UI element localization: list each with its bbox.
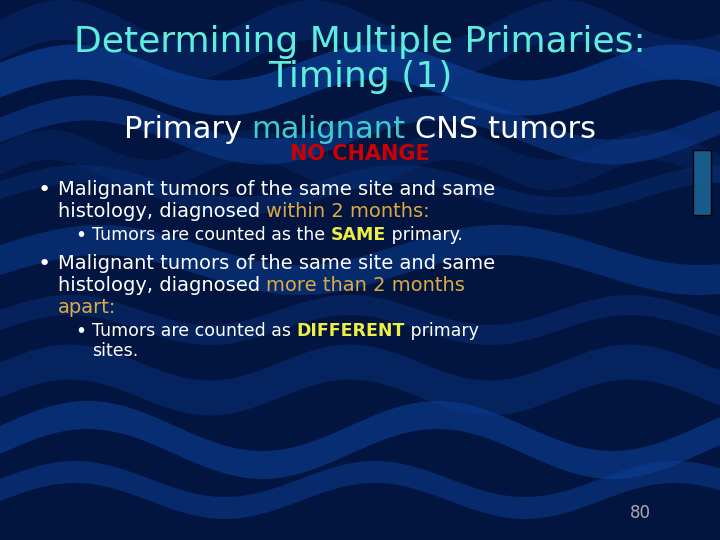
Text: within 2 months:: within 2 months: [266, 202, 430, 221]
Text: 80: 80 [629, 504, 650, 522]
Text: Malignant tumors of the same site and same: Malignant tumors of the same site and sa… [58, 180, 495, 199]
Text: malignant: malignant [251, 115, 405, 144]
Text: CNS tumors: CNS tumors [405, 115, 596, 144]
Text: Determining Multiple Primaries:: Determining Multiple Primaries: [74, 25, 646, 59]
PathPatch shape [0, 44, 720, 116]
PathPatch shape [0, 295, 720, 345]
Text: •: • [75, 226, 86, 245]
Text: SAME: SAME [330, 226, 386, 244]
Text: Malignant tumors of the same site and same: Malignant tumors of the same site and sa… [58, 254, 495, 273]
Text: Tumors are counted as: Tumors are counted as [92, 322, 297, 340]
PathPatch shape [0, 225, 720, 295]
PathPatch shape [0, 96, 720, 165]
PathPatch shape [0, 401, 720, 479]
Text: Tumors are counted as the: Tumors are counted as the [92, 226, 330, 244]
Text: sites.: sites. [92, 342, 138, 360]
Text: DIFFERENT: DIFFERENT [297, 322, 405, 340]
Text: •: • [38, 254, 51, 274]
Text: primary: primary [405, 322, 479, 340]
Text: more than 2 months: more than 2 months [266, 276, 465, 295]
Text: primary.: primary. [386, 226, 463, 244]
PathPatch shape [0, 130, 720, 190]
Text: histology, diagnosed: histology, diagnosed [58, 276, 266, 295]
Text: NO CHANGE: NO CHANGE [290, 144, 430, 164]
PathPatch shape [0, 461, 720, 519]
PathPatch shape [0, 0, 720, 80]
PathPatch shape [0, 345, 720, 415]
FancyBboxPatch shape [693, 150, 711, 215]
Text: apart:: apart: [58, 298, 117, 317]
Text: Timing (1): Timing (1) [268, 60, 452, 94]
Text: •: • [38, 180, 51, 200]
Text: Primary: Primary [124, 115, 251, 144]
Text: •: • [75, 322, 86, 341]
PathPatch shape [0, 165, 720, 215]
Text: histology, diagnosed: histology, diagnosed [58, 202, 266, 221]
